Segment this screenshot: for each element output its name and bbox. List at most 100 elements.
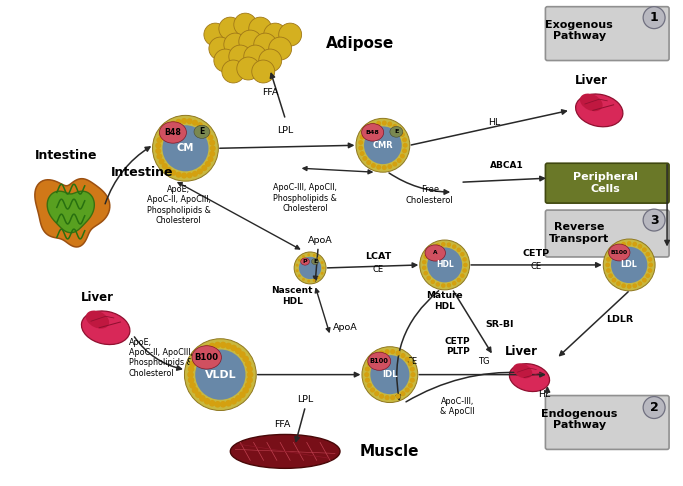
Circle shape — [197, 169, 203, 174]
Circle shape — [371, 122, 376, 127]
Circle shape — [370, 387, 375, 393]
Circle shape — [302, 255, 305, 258]
Circle shape — [239, 30, 262, 53]
Text: ApoA: ApoA — [307, 236, 333, 244]
Circle shape — [224, 33, 247, 56]
Ellipse shape — [311, 259, 319, 264]
Circle shape — [404, 357, 410, 362]
Circle shape — [318, 257, 320, 260]
Circle shape — [627, 241, 632, 246]
Circle shape — [192, 356, 198, 362]
Circle shape — [299, 257, 321, 279]
Circle shape — [156, 137, 163, 143]
Circle shape — [199, 395, 206, 402]
Circle shape — [219, 17, 242, 40]
Text: 1: 1 — [650, 11, 658, 24]
Circle shape — [460, 274, 464, 278]
Circle shape — [605, 262, 610, 267]
Circle shape — [366, 160, 371, 165]
Circle shape — [376, 165, 381, 170]
Circle shape — [209, 400, 216, 407]
FancyBboxPatch shape — [546, 210, 669, 257]
Circle shape — [302, 278, 305, 281]
Text: TG: TG — [477, 357, 489, 366]
Circle shape — [214, 401, 221, 408]
Text: Liver: Liver — [505, 345, 538, 358]
Circle shape — [268, 37, 292, 60]
Text: CMR: CMR — [373, 141, 393, 150]
Circle shape — [367, 361, 372, 366]
Circle shape — [382, 165, 387, 170]
Circle shape — [155, 148, 161, 154]
Circle shape — [242, 356, 249, 362]
Circle shape — [214, 342, 221, 348]
FancyBboxPatch shape — [546, 7, 669, 61]
Circle shape — [170, 121, 176, 127]
Text: LPL: LPL — [277, 126, 293, 135]
Text: ApoE,
ApoC-II, ApoCIII,
Phospholipids &
Cholesterol: ApoE, ApoC-II, ApoCIII, Phospholipids & … — [147, 185, 210, 225]
Circle shape — [385, 349, 389, 354]
Circle shape — [298, 259, 301, 261]
Circle shape — [249, 17, 272, 40]
Circle shape — [162, 127, 168, 134]
Circle shape — [294, 252, 326, 284]
Circle shape — [643, 7, 665, 29]
Text: E: E — [313, 259, 317, 264]
Circle shape — [374, 391, 379, 396]
Text: ApoA: ApoA — [333, 323, 358, 332]
Circle shape — [402, 148, 407, 153]
Circle shape — [362, 156, 367, 161]
Text: ApoC-III,
& ApoCII: ApoC-III, & ApoCII — [441, 397, 475, 416]
Circle shape — [637, 281, 642, 286]
Polygon shape — [35, 179, 110, 247]
Circle shape — [158, 158, 165, 165]
Text: ABCA1: ABCA1 — [490, 161, 523, 170]
Circle shape — [364, 372, 370, 377]
Circle shape — [163, 125, 208, 171]
Text: CE: CE — [531, 262, 542, 272]
Circle shape — [362, 130, 367, 135]
Circle shape — [229, 45, 252, 68]
Circle shape — [647, 268, 652, 273]
Text: Nascent
HDL: Nascent HDL — [271, 286, 313, 306]
Circle shape — [187, 371, 194, 378]
Circle shape — [230, 345, 237, 351]
Circle shape — [606, 257, 611, 262]
Circle shape — [230, 398, 237, 405]
Circle shape — [201, 125, 208, 132]
Circle shape — [452, 244, 456, 249]
Circle shape — [296, 264, 298, 267]
Circle shape — [298, 274, 301, 277]
Circle shape — [611, 247, 616, 252]
Circle shape — [400, 154, 405, 158]
Circle shape — [392, 162, 398, 167]
Circle shape — [360, 135, 365, 139]
Circle shape — [209, 343, 216, 349]
Text: CE: CE — [406, 357, 418, 366]
Circle shape — [645, 273, 650, 278]
Ellipse shape — [390, 126, 403, 137]
Circle shape — [184, 339, 256, 411]
Circle shape — [462, 268, 467, 273]
Circle shape — [632, 242, 637, 246]
Text: ApoC-III, ApoCII,
Phospholipids &
Cholesterol: ApoC-III, ApoCII, Phospholipids & Choles… — [273, 183, 337, 213]
Circle shape — [447, 243, 451, 247]
Circle shape — [186, 118, 193, 124]
Polygon shape — [47, 191, 94, 233]
Text: LPL: LPL — [297, 395, 313, 404]
Circle shape — [259, 49, 281, 72]
Text: ApoE,
ApoC-II, ApoCIII,
Phospholipids &
Cholesterol: ApoE, ApoC-II, ApoCIII, Phospholipids & … — [128, 338, 193, 378]
Circle shape — [156, 154, 163, 159]
Circle shape — [642, 278, 647, 282]
Circle shape — [307, 253, 310, 256]
Circle shape — [195, 391, 201, 398]
Circle shape — [318, 277, 320, 279]
Circle shape — [382, 121, 387, 125]
Ellipse shape — [510, 364, 550, 392]
Ellipse shape — [301, 258, 309, 265]
Circle shape — [643, 209, 665, 231]
Text: Liver: Liver — [81, 291, 114, 304]
Ellipse shape — [86, 311, 109, 329]
Circle shape — [616, 244, 621, 249]
Circle shape — [189, 361, 196, 367]
